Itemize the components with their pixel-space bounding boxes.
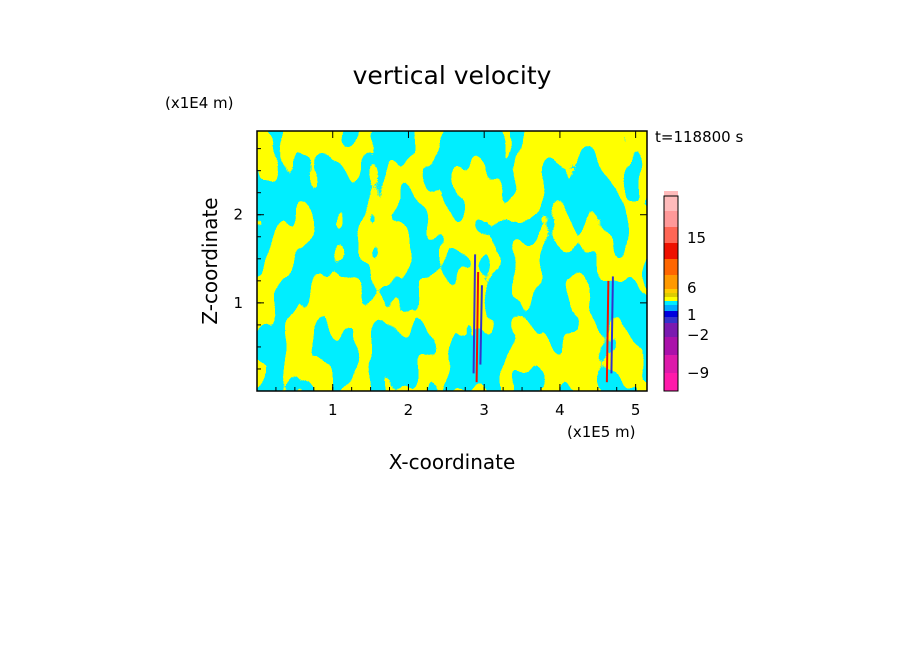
x-tick-label: 3 — [479, 401, 489, 419]
colorbar-ticks: 15 6 1 −2 −9 — [687, 229, 709, 382]
colorbar-band — [664, 227, 678, 243]
field-positive — [257, 131, 647, 391]
chart-title: vertical velocity — [353, 61, 552, 90]
colorbar-band — [664, 301, 678, 305]
colorbar-frame — [663, 195, 679, 392]
colorbar-band — [664, 323, 678, 337]
plume-streak-0 — [472, 254, 477, 374]
plot-frame — [256, 130, 648, 392]
colorbar-band — [664, 289, 678, 293]
colorbar-tick-label: 1 — [687, 306, 697, 324]
plume-layer — [472, 254, 614, 383]
x-axis-unit: (x1E5 m) — [567, 423, 636, 441]
x-axis-label: X-coordinate — [389, 450, 516, 474]
plume-streak-2 — [479, 285, 483, 365]
plot-area — [257, 131, 647, 391]
plume-streak-1 — [475, 272, 480, 383]
colorbar-band — [664, 211, 678, 227]
y-axis-unit: (x1E4 m) — [165, 94, 234, 112]
x-ticks: 1 2 3 4 5 — [275, 131, 641, 419]
colorbar-band — [664, 297, 678, 301]
colorbar-tick-label: 6 — [687, 279, 697, 297]
colorbar-band — [664, 293, 678, 297]
colorbar-band — [664, 191, 678, 211]
y-ticks: 12 — [233, 148, 647, 370]
x-tick-label: 2 — [404, 401, 414, 419]
colorbar-band — [664, 259, 678, 275]
x-tick-label: 4 — [555, 401, 565, 419]
colorbar-band — [664, 337, 678, 355]
colorbar — [663, 191, 679, 392]
colorbar-band — [664, 355, 678, 373]
colorbar-band — [664, 317, 678, 323]
colorbar-band — [664, 305, 678, 311]
colorbar-band — [664, 243, 678, 259]
time-label: t=118800 s — [655, 128, 743, 146]
y-tick-label: 1 — [233, 294, 243, 312]
colorbar-band — [664, 311, 678, 317]
y-tick-label: 2 — [233, 206, 243, 224]
y-axis-label: Z-coordinate — [198, 197, 222, 324]
x-tick-label: 5 — [631, 401, 641, 419]
colorbar-tick-label: 15 — [687, 229, 706, 247]
x-tick-label: 1 — [328, 401, 338, 419]
colorbar-tick-label: −9 — [687, 364, 709, 382]
colorbar-band — [664, 275, 678, 289]
plume-streak-4 — [610, 276, 614, 374]
plume-streak-3 — [605, 280, 610, 383]
colorbar-band — [664, 373, 678, 391]
colorbar-tick-label: −2 — [687, 326, 709, 344]
